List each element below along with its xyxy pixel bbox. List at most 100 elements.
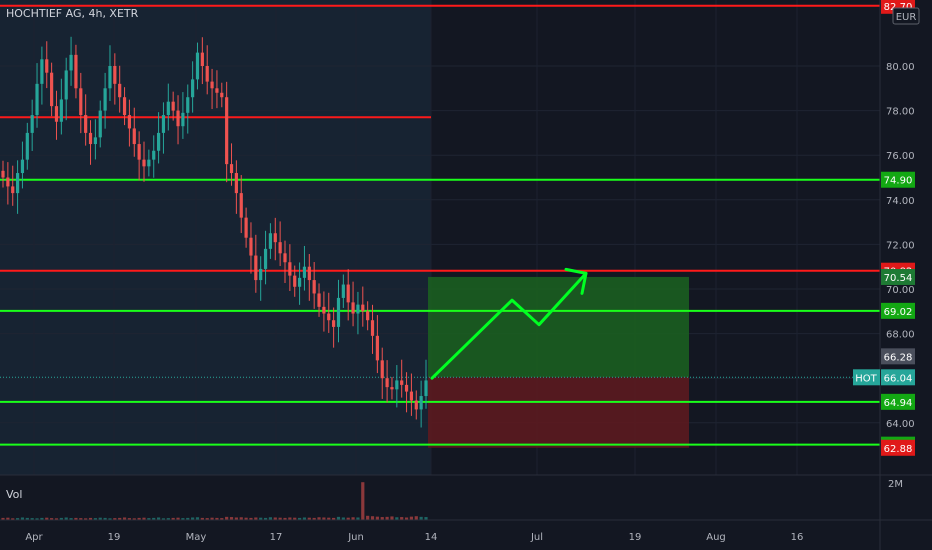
- candles[interactable]: [1, 36, 428, 428]
- volume-bar-34: [166, 518, 170, 520]
- candle-body-31: [152, 150, 156, 160]
- price-badges: 82.7074.9070.8269.0264.9463.0270.5462.88…: [853, 0, 915, 456]
- candle-body-22: [108, 66, 112, 89]
- loss-zone: [428, 377, 689, 448]
- volume-bar-68: [332, 517, 336, 520]
- candle-body-2: [11, 186, 15, 194]
- candle-body-63: [307, 266, 311, 281]
- y-tick-68.00: 68.00: [886, 330, 915, 341]
- volume-bar-29: [142, 517, 146, 520]
- volume-bar-9: [45, 517, 49, 520]
- candle-body-66: [322, 306, 326, 314]
- level-badge-5-bg: [881, 393, 915, 410]
- candle-body-48: [234, 173, 238, 194]
- currency-badge[interactable]: [892, 7, 920, 25]
- level-badge-0-label: 82.70: [884, 2, 913, 13]
- level-badge-5-label: 64.94: [884, 398, 913, 409]
- candle-body-62: [302, 266, 307, 278]
- time-axis[interactable]: Apr 19 May 17 Jun 14 Jul 19 Aug 16: [25, 532, 803, 543]
- candle-body-7: [35, 83, 39, 116]
- candle-body-11: [54, 106, 59, 122]
- candle-body-67: [327, 313, 331, 321]
- candle-body-30: [147, 159, 151, 167]
- volume-bar-28: [137, 517, 141, 520]
- current-badge-bg: [881, 369, 915, 386]
- target-badge-label: 70.54: [884, 273, 913, 284]
- volume-bar-39: [191, 517, 195, 520]
- volume-bar-36: [176, 517, 180, 520]
- candle-body-5: [25, 132, 29, 160]
- candle-body-47: [229, 164, 234, 174]
- currency-label: EUR: [896, 12, 917, 23]
- volume-bar-42: [205, 518, 209, 520]
- projection-arrowhead: [564, 267, 588, 295]
- level-badge-2-bg: [881, 171, 915, 188]
- volume-axis-label: 2M: [888, 479, 903, 490]
- level-badge-2-label: 74.90: [884, 176, 913, 187]
- volume-bar-19: [93, 518, 97, 520]
- candle-body-44: [215, 88, 219, 93]
- candle-body-74: [361, 304, 365, 312]
- volume-bar-52: [254, 517, 258, 520]
- y-tick-72.00: 72.00: [886, 240, 915, 251]
- candle-body-77: [375, 335, 379, 361]
- candle-body-82: [400, 380, 404, 385]
- volume-bar-71: [346, 517, 350, 520]
- volume-bar-56: [273, 517, 277, 520]
- volume-bar-45: [220, 518, 224, 520]
- volume-bar-10: [50, 518, 54, 520]
- candle-body-26: [127, 115, 132, 129]
- x-tick-7: 19: [629, 532, 642, 543]
- candle-body-72: [351, 302, 355, 314]
- volume-bar-25: [122, 517, 127, 520]
- candle-body-60: [293, 275, 297, 287]
- x-tick-1: 19: [108, 532, 121, 543]
- candle-body-64: [312, 280, 316, 294]
- volume-bar-27: [132, 518, 136, 520]
- candle-body-14: [69, 54, 73, 71]
- candle-body-0: [1, 170, 5, 178]
- level-badge-4-bg: [881, 302, 915, 319]
- level-lines: [0, 4, 880, 446]
- candle-body-34: [166, 101, 170, 116]
- volume-bar-82: [400, 517, 404, 520]
- volume-bar-17: [84, 518, 88, 520]
- volume-bar-20: [98, 517, 102, 520]
- x-tick-5: 14: [425, 532, 438, 543]
- volume-bar-64: [312, 517, 316, 520]
- volume-bar-54: [263, 517, 268, 520]
- candle-body-59: [288, 262, 292, 276]
- volume-bar-83: [404, 517, 409, 520]
- volume-bars: [1, 482, 428, 520]
- candle-body-12: [59, 99, 63, 122]
- candle-body-29: [142, 159, 146, 167]
- volume-bar-5: [25, 517, 29, 520]
- history-background: [0, 0, 431, 475]
- volume-bar-61: [297, 517, 302, 520]
- volume-bar-2: [11, 518, 15, 520]
- candle-body-57: [278, 242, 282, 254]
- candle-body-33: [161, 115, 166, 133]
- entry-badge-label: 66.28: [884, 352, 913, 363]
- volume-bar-62: [302, 517, 307, 520]
- y-tick-78.00: 78.00: [886, 107, 915, 118]
- candle-body-54: [263, 248, 268, 269]
- x-tick-8: Aug: [706, 532, 726, 543]
- candle-body-87: [424, 380, 428, 397]
- candle-body-28: [137, 144, 141, 160]
- candle-body-76: [370, 320, 375, 336]
- volume-bar-70: [341, 517, 345, 520]
- volume-bar-22: [108, 518, 112, 520]
- position-zones: [428, 276, 689, 448]
- candle-body-81: [395, 380, 399, 390]
- candle-body-42: [205, 66, 209, 82]
- candle-body-43: [210, 81, 214, 89]
- candle-body-39: [191, 79, 195, 98]
- candle-body-13: [64, 70, 68, 100]
- volume-bar-6: [30, 518, 34, 520]
- volume-bar-37: [181, 518, 185, 520]
- volume-bar-48: [234, 517, 238, 520]
- volume-bar-24: [118, 517, 122, 520]
- candle-body-23: [113, 66, 117, 84]
